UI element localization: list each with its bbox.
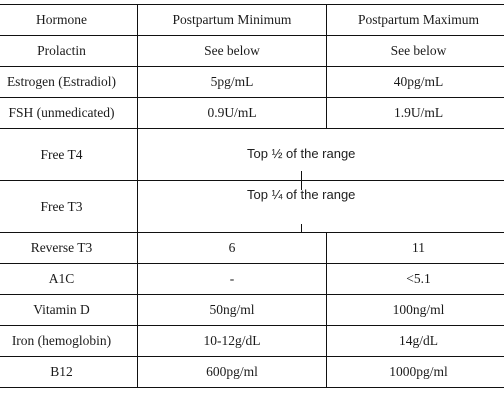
range-note-cell: Top ¼ of the range <box>137 180 504 233</box>
minimum-value: 50ng/ml <box>137 294 327 326</box>
table-row: B12 600pg/ml 1000pg/ml <box>0 356 504 388</box>
maximum-value: <5.1 <box>326 263 504 295</box>
range-note-cell: Top ½ of the range <box>137 128 504 181</box>
hormone-name: Iron (hemoglobin) <box>0 325 138 357</box>
table-row: Vitamin D 50ng/ml 100ng/ml <box>0 294 504 326</box>
table-row: Reverse T3 6 11 <box>0 232 504 264</box>
maximum-value: 14g/dL <box>326 325 504 357</box>
table-row: Iron (hemoglobin) 10-12g/dL 14g/dL <box>0 325 504 357</box>
header-postpartum-maximum: Postpartum Maximum <box>326 4 504 36</box>
maximum-value: 100ng/ml <box>326 294 504 326</box>
maximum-value: 1.9U/mL <box>326 97 504 129</box>
maximum-value: 40pg/mL <box>326 66 504 98</box>
hormone-name: Prolactin <box>0 35 138 67</box>
table-row: FSH (unmedicated) 0.9U/mL 1.9U/mL <box>0 97 504 129</box>
header-hormone: Hormone <box>0 4 138 36</box>
minimum-value: 10-12g/dL <box>137 325 327 357</box>
hormone-name: FSH (unmedicated) <box>0 97 138 129</box>
header-postpartum-minimum: Postpartum Minimum <box>137 4 327 36</box>
minimum-value: - <box>137 263 327 295</box>
table-row: A1C - <5.1 <box>0 263 504 295</box>
minimum-value: See below <box>137 35 327 67</box>
hormone-name: A1C <box>0 263 138 295</box>
hormone-range-table: Hormone Postpartum Minimum Postpartum Ma… <box>0 4 504 388</box>
table-header-row: Hormone Postpartum Minimum Postpartum Ma… <box>0 4 504 36</box>
hormone-name: Free T4 <box>0 128 138 181</box>
column-divider-stub <box>301 181 302 190</box>
hormone-name: Estrogen (Estradiol) <box>0 66 138 98</box>
maximum-value: 11 <box>326 232 504 264</box>
hormone-name: Free T3 <box>0 180 138 233</box>
column-divider-stub <box>301 171 302 180</box>
minimum-value: 6 <box>137 232 327 264</box>
minimum-value: 0.9U/mL <box>137 97 327 129</box>
range-note: Top ½ of the range <box>247 146 356 161</box>
minimum-value: 600pg/ml <box>137 356 327 388</box>
table-row: Prolactin See below See below <box>0 35 504 67</box>
table-row: Free T4 Top ½ of the range <box>0 128 504 181</box>
hormone-name: B12 <box>0 356 138 388</box>
column-divider-stub <box>301 224 302 232</box>
hormone-name: Reverse T3 <box>0 232 138 264</box>
range-note: Top ¼ of the range <box>247 187 356 202</box>
hormone-name: Vitamin D <box>0 294 138 326</box>
maximum-value: See below <box>326 35 504 67</box>
table-row: Estrogen (Estradiol) 5pg/mL 40pg/mL <box>0 66 504 98</box>
maximum-value: 1000pg/ml <box>326 356 504 388</box>
minimum-value: 5pg/mL <box>137 66 327 98</box>
table-row: Free T3 Top ¼ of the range <box>0 180 504 233</box>
table-container: Hormone Postpartum Minimum Postpartum Ma… <box>0 4 504 388</box>
